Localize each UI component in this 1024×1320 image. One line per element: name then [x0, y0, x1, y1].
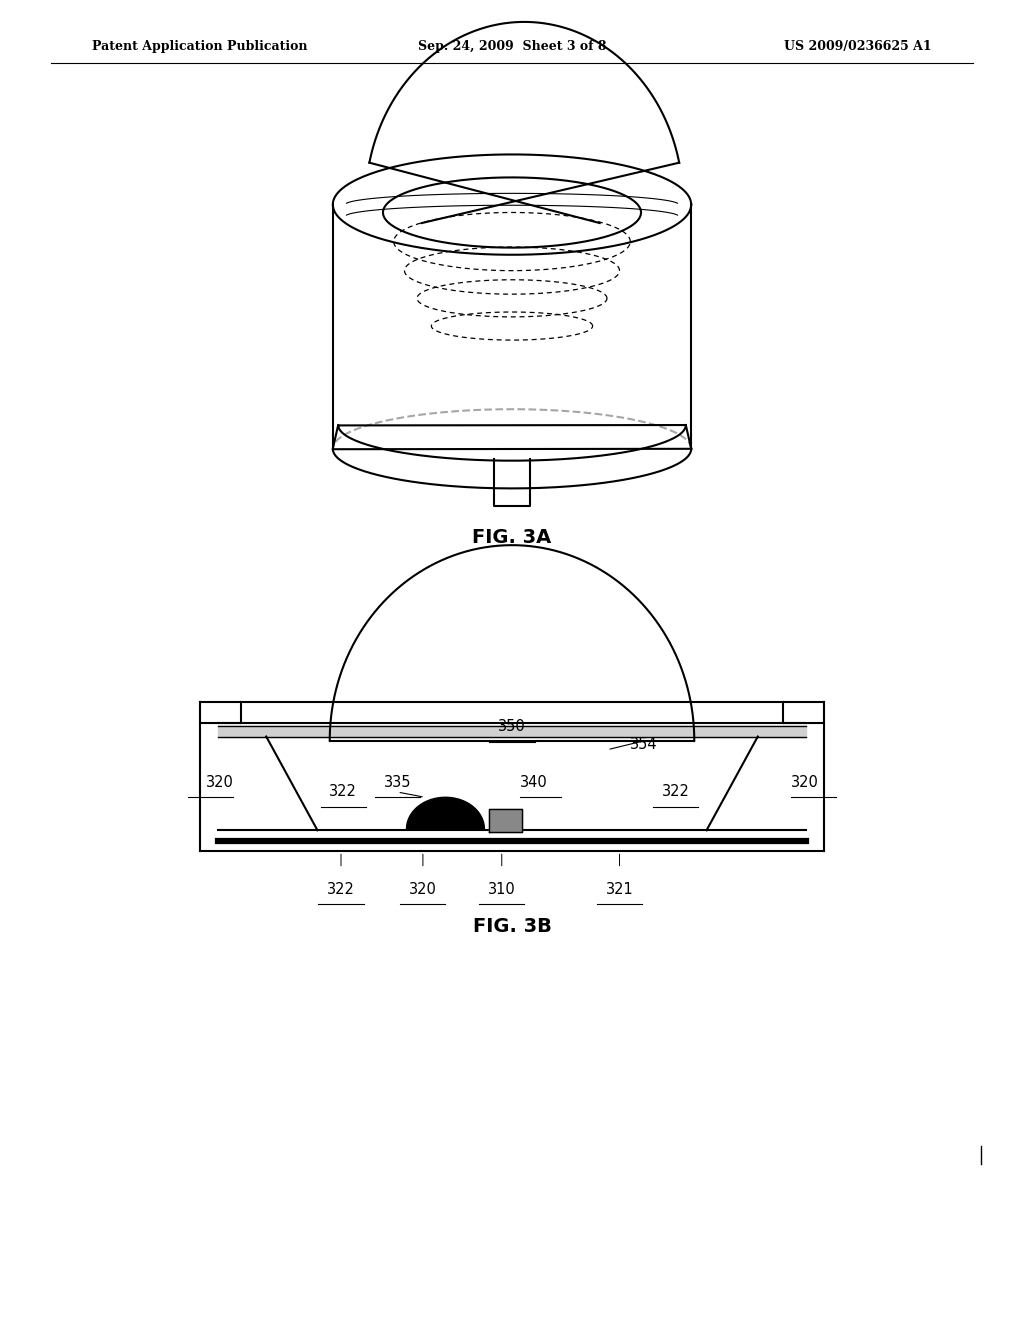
- Text: 322: 322: [329, 784, 357, 799]
- Text: FIG. 3A: FIG. 3A: [472, 528, 552, 546]
- Text: 350: 350: [498, 719, 526, 734]
- Text: 310: 310: [487, 882, 516, 896]
- Text: 320: 320: [206, 775, 233, 789]
- Text: 335: 335: [384, 775, 411, 789]
- Text: 340: 340: [520, 775, 548, 789]
- Text: 322: 322: [662, 784, 690, 799]
- Text: Patent Application Publication: Patent Application Publication: [92, 40, 307, 53]
- Text: Sep. 24, 2009  Sheet 3 of 8: Sep. 24, 2009 Sheet 3 of 8: [418, 40, 606, 53]
- Text: US 2009/0236625 A1: US 2009/0236625 A1: [784, 40, 932, 53]
- Text: FIG. 3B: FIG. 3B: [472, 917, 552, 936]
- Text: 354: 354: [630, 737, 657, 751]
- Text: 320: 320: [409, 882, 437, 896]
- Text: 320: 320: [791, 775, 818, 789]
- Text: 322: 322: [327, 882, 355, 896]
- Polygon shape: [407, 797, 484, 829]
- Text: 321: 321: [605, 882, 634, 896]
